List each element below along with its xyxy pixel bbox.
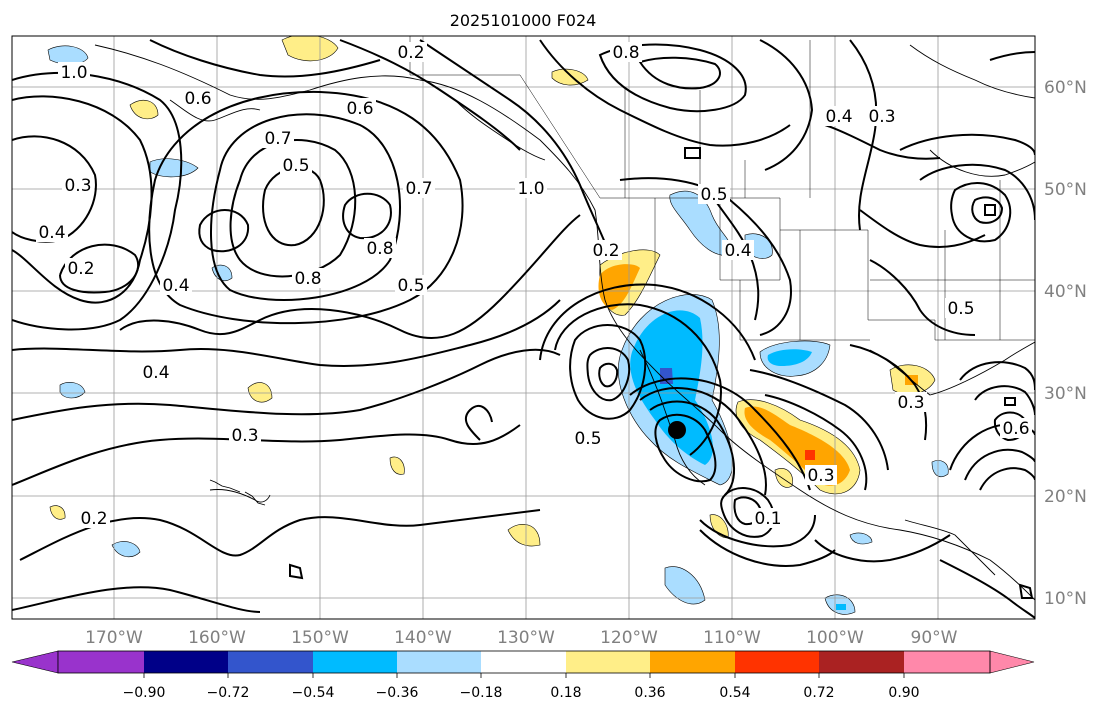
lon-tick-label: 110°W	[703, 628, 761, 648]
shade-yellow-pacific-w	[129, 99, 159, 120]
contour-label: 0.4	[38, 223, 65, 243]
shade-cyan-arizona	[767, 349, 812, 366]
colorbar-swatch	[313, 651, 397, 673]
colorbar-swatch	[566, 651, 650, 673]
contour-label: 0.5	[947, 299, 974, 319]
colorbar-tick-label: −0.36	[376, 685, 419, 701]
colorbar-swatch	[144, 651, 228, 673]
shade-blue-e-pacific	[664, 566, 706, 605]
contour-label: 0.6	[1002, 419, 1029, 439]
contour-label: 0.3	[868, 107, 895, 127]
contour-label: 0.4	[825, 107, 852, 127]
lat-tick-label: 20°N	[1044, 487, 1087, 507]
contour-label: 0.2	[67, 259, 94, 279]
storm-center-marker	[668, 421, 686, 439]
colorbar-swatch	[735, 651, 819, 673]
colorbar: −0.90 −0.72 −0.54 −0.36 −0.18 0.18 0.36 …	[11, 650, 1035, 701]
contour-label: 0.3	[231, 426, 258, 446]
lon-tick-label: 170°W	[85, 628, 143, 648]
contour-label: 0.3	[807, 466, 834, 486]
colorbar-swatch	[397, 651, 481, 673]
contour-label: 0.4	[142, 363, 169, 383]
contour-label: 0.8	[612, 43, 639, 63]
shade-yellow-alaska-north	[551, 68, 589, 86]
contour-label: 1.0	[517, 179, 544, 199]
colorbar-tick-label: 0.36	[634, 685, 665, 701]
colorbar-tick-label: 0.90	[888, 685, 919, 701]
contour-label: 0.2	[592, 241, 619, 261]
lat-tick-label: 50°N	[1044, 180, 1087, 200]
lon-tick-label: 120°W	[600, 628, 658, 648]
longitude-labels: 170°W 160°W 150°W 140°W 130°W 120°W 110°…	[85, 628, 958, 648]
contour-label: 0.5	[282, 156, 309, 176]
contour-label: 0.4	[724, 241, 751, 261]
contour-label: 0.1	[754, 509, 781, 529]
islands	[209, 479, 266, 506]
contour-label: 0.2	[397, 43, 424, 63]
shade-blue-gulf	[849, 532, 873, 545]
shade-yellow-hawaii-n	[247, 382, 273, 403]
shade-blue-sw	[111, 541, 141, 558]
lon-tick-label: 160°W	[188, 628, 246, 648]
colorbar-extend-low	[11, 650, 59, 674]
lat-tick-label: 30°N	[1044, 384, 1087, 404]
latitude-labels: 60°N 50°N 40°N 30°N 20°N 10°N	[1044, 78, 1087, 609]
shade-blue-pacific-nw	[47, 45, 89, 65]
colorbar-tick-label: 0.18	[550, 685, 581, 701]
shade-yellow-mid-s	[389, 456, 405, 475]
map-frame	[11, 35, 1036, 620]
colorbar-tick-label: −0.54	[292, 685, 335, 701]
state-borders	[409, 36, 1035, 341]
contour-label: 0.7	[405, 179, 432, 199]
shade-yellow-s-pacific	[507, 523, 541, 547]
contour-label: 0.3	[64, 176, 91, 196]
shade-yellow-gulf-alaska	[281, 36, 339, 62]
colorbar-swatch	[58, 651, 144, 673]
lon-tick-label: 100°W	[806, 628, 864, 648]
shade-red-mexico	[805, 450, 815, 460]
colorbar-swatch	[904, 651, 990, 673]
contour-label: 0.7	[264, 129, 291, 149]
lon-tick-label: 130°W	[497, 628, 555, 648]
colorbar-extend-high	[989, 650, 1035, 674]
contour-label: 0.5	[574, 429, 601, 449]
contour-lines	[12, 39, 1035, 619]
colorbar-swatch	[481, 651, 566, 673]
contour-labels: 0.2 0.8 1.0 0.6 0.7 0.5 0.3 0.4 0.2 0.3 …	[36, 42, 1032, 529]
lat-tick-label: 60°N	[1044, 78, 1087, 98]
contour-label: 0.6	[346, 99, 373, 119]
contour-label: 0.3	[897, 393, 924, 413]
colorbar-tick-label: −0.18	[460, 685, 503, 701]
lat-tick-label: 40°N	[1044, 282, 1087, 302]
contour-label: 1.0	[60, 63, 87, 83]
shade-blue-hawaii	[59, 382, 86, 399]
colorbar-swatch	[819, 651, 904, 673]
contour-label: 0.8	[294, 269, 321, 289]
contour-label: 0.5	[397, 276, 424, 296]
colorbar-swatch	[650, 651, 735, 673]
lon-tick-label: 140°W	[394, 628, 452, 648]
figure-title: 2025101000 F024	[450, 11, 597, 30]
contour-label: 0.6	[184, 89, 211, 109]
contour-label: 0.5	[700, 185, 727, 205]
shade-blue-caribbean	[931, 460, 949, 477]
shade-cyan-s-mexico	[836, 604, 846, 610]
contour-label: 0.4	[162, 276, 189, 296]
contour-label: 0.8	[366, 239, 393, 259]
lon-tick-label: 150°W	[291, 628, 349, 648]
contour-label: 0.2	[80, 509, 107, 529]
lat-tick-label: 10°N	[1044, 589, 1087, 609]
shade-yellow-sw	[49, 505, 66, 520]
lon-tick-label: 90°W	[911, 628, 958, 648]
colorbar-tick-label: −0.90	[123, 685, 166, 701]
colorbar-tick-label: 0.72	[803, 685, 834, 701]
colorbar-swatch	[228, 651, 313, 673]
colorbar-tick-label: −0.72	[207, 685, 250, 701]
map-area: 0.2 0.8 1.0 0.6 0.7 0.5 0.3 0.4 0.2 0.3 …	[12, 36, 1035, 619]
colorbar-tick-label: 0.54	[719, 685, 750, 701]
